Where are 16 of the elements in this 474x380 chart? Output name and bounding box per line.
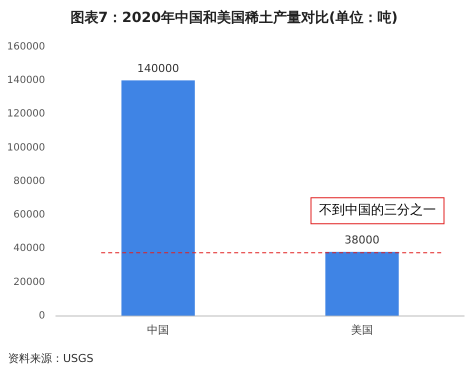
y-tick-label: 160000 bbox=[6, 41, 46, 52]
y-tick-label: 140000 bbox=[6, 75, 46, 86]
y-tick-label: 0 bbox=[38, 310, 46, 322]
text: 资料来源：USGS bbox=[7, 351, 95, 366]
y-tick-label: 20000 bbox=[13, 276, 46, 288]
data-label: 38000 bbox=[344, 233, 380, 246]
x-tick-label: 美国 bbox=[351, 323, 374, 336]
y-tick-label: 40000 bbox=[13, 243, 46, 254]
y-tick-label: 100000 bbox=[6, 142, 46, 154]
x-tick-label: 中国 bbox=[147, 323, 170, 336]
y-tick-label: 120000 bbox=[6, 108, 46, 120]
y-tick-label: 60000 bbox=[13, 210, 46, 221]
data-label: 140000 bbox=[137, 62, 180, 75]
y-tick-label: 80000 bbox=[13, 176, 46, 187]
ref-line-label: 不到中国的三分之一 bbox=[319, 203, 436, 218]
chart-title: 图表7：2020年中国和美国稀土产量对比(单位：吨) bbox=[70, 9, 398, 26]
